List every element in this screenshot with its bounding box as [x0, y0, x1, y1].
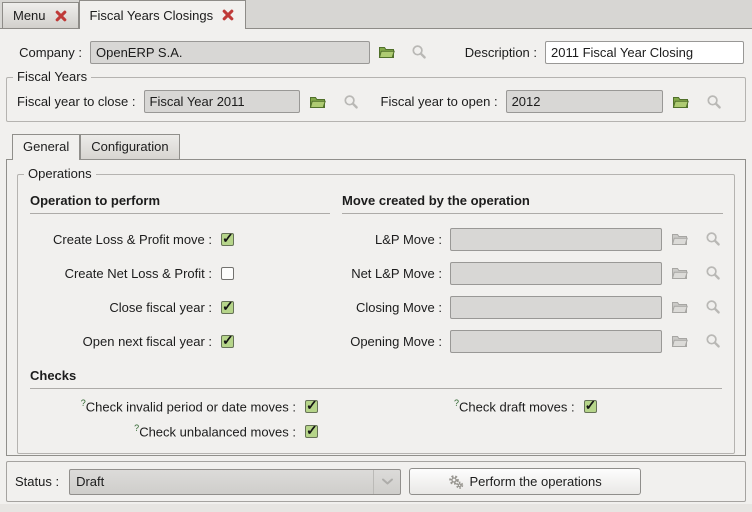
folder-open-icon: [669, 264, 689, 282]
window-tab-bar: Menu Fiscal Years Closings: [0, 0, 752, 29]
create-loss-profit-move-checkbox[interactable]: [221, 230, 234, 247]
company-row: Company : OpenERP S.A. Description : 201…: [0, 39, 752, 65]
check-unbalanced-row: ?Check unbalanced moves :: [20, 422, 330, 440]
check-unbalanced-checkbox[interactable]: [305, 422, 318, 439]
create-loss-profit-move-row: Create Loss & Profit move :: [30, 222, 330, 256]
search-icon: [703, 298, 723, 316]
description-label: Description :: [464, 44, 537, 60]
closing-move-field: [450, 295, 662, 319]
opening-move-row: Opening Move :: [342, 324, 723, 358]
check-invalid-period-label: ?Check invalid period or date moves :: [80, 398, 296, 415]
search-icon: [703, 332, 723, 350]
check-invalid-period-checkbox[interactable]: [305, 397, 318, 414]
create-net-loss-profit-label: Create Net Loss & Profit :: [64, 265, 212, 281]
operation-to-perform-header: Operation to perform: [30, 193, 330, 214]
check-draft-moves-row: ?Check draft moves :: [454, 397, 597, 415]
folder-open-icon[interactable]: [308, 93, 328, 111]
lp-move-row: L&P Move :: [342, 222, 723, 256]
fiscal-years-row: Fiscal year to close : Fiscal Year 2011 …: [17, 90, 735, 113]
search-icon: [703, 230, 723, 248]
search-icon[interactable]: [704, 93, 724, 111]
window-tab-label: Menu: [13, 8, 46, 23]
folder-open-icon[interactable]: [376, 43, 396, 61]
net-lp-move-label: Net L&P Move :: [351, 265, 442, 281]
perform-operations-button[interactable]: Perform the operations: [409, 468, 642, 495]
open-next-fiscal-year-row: Open next fiscal year :: [30, 324, 330, 358]
tab-configuration[interactable]: Configuration: [80, 134, 180, 159]
status-value: Draft: [76, 474, 105, 489]
folder-open-icon: [669, 332, 689, 350]
perform-operations-label: Perform the operations: [469, 474, 602, 489]
close-fiscal-year-label: Close fiscal year :: [109, 299, 212, 315]
search-icon[interactable]: [341, 93, 361, 111]
lp-move-field: [450, 227, 662, 251]
fiscal-year-to-close-field[interactable]: Fiscal Year 2011: [143, 90, 300, 113]
chevron-down-icon[interactable]: [373, 469, 400, 494]
status-bar: Status : Draft Perform the operations: [6, 461, 746, 502]
window-tab-fiscal-years-closings[interactable]: Fiscal Years Closings: [78, 0, 247, 29]
check-draft-moves-checkbox[interactable]: [583, 397, 597, 414]
closing-move-label: Closing Move :: [356, 299, 442, 315]
help-marker: ?: [454, 398, 460, 408]
close-icon[interactable]: [54, 9, 68, 23]
operations-group: Operations Operation to perform Move cre…: [17, 166, 735, 454]
create-net-loss-profit-checkbox[interactable]: [221, 266, 234, 280]
window-tab-label: Fiscal Years Closings: [89, 7, 214, 23]
fiscal-years-legend: Fiscal Years: [13, 69, 92, 84]
operations-grid: Operation to perform Move created by the…: [20, 189, 732, 358]
lp-move-label: L&P Move :: [375, 231, 442, 247]
checks-row-1: ?Check invalid period or date moves : ?C…: [20, 397, 732, 415]
folder-open-icon: [669, 230, 689, 248]
folder-open-icon: [669, 298, 689, 316]
search-icon[interactable]: [409, 43, 429, 61]
search-icon: [703, 264, 723, 282]
company-label: Company :: [19, 44, 82, 60]
net-lp-move-field: [450, 261, 662, 285]
check-draft-moves-label: ?Check draft moves :: [454, 398, 575, 415]
opening-move-field: [450, 329, 662, 353]
notebook: General Configuration Operations Operati…: [6, 134, 746, 456]
company-field[interactable]: OpenERP S.A.: [90, 40, 370, 64]
status-select[interactable]: Draft: [69, 468, 402, 495]
net-lp-move-row: Net L&P Move :: [342, 256, 723, 290]
move-created-header: Move created by the operation: [342, 193, 723, 214]
notebook-body: Operations Operation to perform Move cre…: [6, 159, 746, 456]
folder-open-icon[interactable]: [671, 93, 691, 111]
close-icon[interactable]: [221, 8, 235, 22]
close-fiscal-year-checkbox[interactable]: [221, 298, 234, 315]
fiscal-year-to-open-field[interactable]: 2012: [505, 90, 663, 113]
operations-legend: Operations: [24, 166, 96, 181]
create-loss-profit-move-label: Create Loss & Profit move :: [53, 231, 212, 247]
closing-move-row: Closing Move :: [342, 290, 723, 324]
help-marker: ?: [134, 423, 140, 434]
create-net-loss-profit-row: Create Net Loss & Profit :: [30, 256, 330, 290]
gear-icon: [448, 474, 464, 490]
form-area: Company : OpenERP S.A. Description : 201…: [0, 29, 752, 504]
close-fiscal-year-row: Close fiscal year :: [30, 290, 330, 324]
window-tab-menu[interactable]: Menu: [2, 2, 79, 28]
opening-move-label: Opening Move :: [350, 333, 442, 349]
check-unbalanced-label: ?Check unbalanced moves :: [134, 423, 296, 440]
open-next-fiscal-year-label: Open next fiscal year :: [82, 333, 212, 349]
checks-header: Checks: [30, 368, 722, 389]
tab-general[interactable]: General: [12, 134, 81, 160]
fiscal-years-group: Fiscal Years Fiscal year to close : Fisc…: [6, 69, 746, 122]
fiscal-year-to-open-label: Fiscal year to open :: [380, 94, 498, 109]
fiscal-year-to-close-label: Fiscal year to close :: [17, 94, 136, 109]
checks-row-2: ?Check unbalanced moves :: [20, 422, 732, 440]
description-field[interactable]: 2011 Fiscal Year Closing: [545, 40, 744, 64]
status-label: Status :: [15, 474, 60, 489]
check-invalid-period-row: ?Check invalid period or date moves :: [20, 397, 330, 415]
notebook-tab-bar: General Configuration: [6, 134, 746, 160]
help-marker: ?: [80, 398, 86, 408]
open-next-fiscal-year-checkbox[interactable]: [221, 332, 234, 349]
